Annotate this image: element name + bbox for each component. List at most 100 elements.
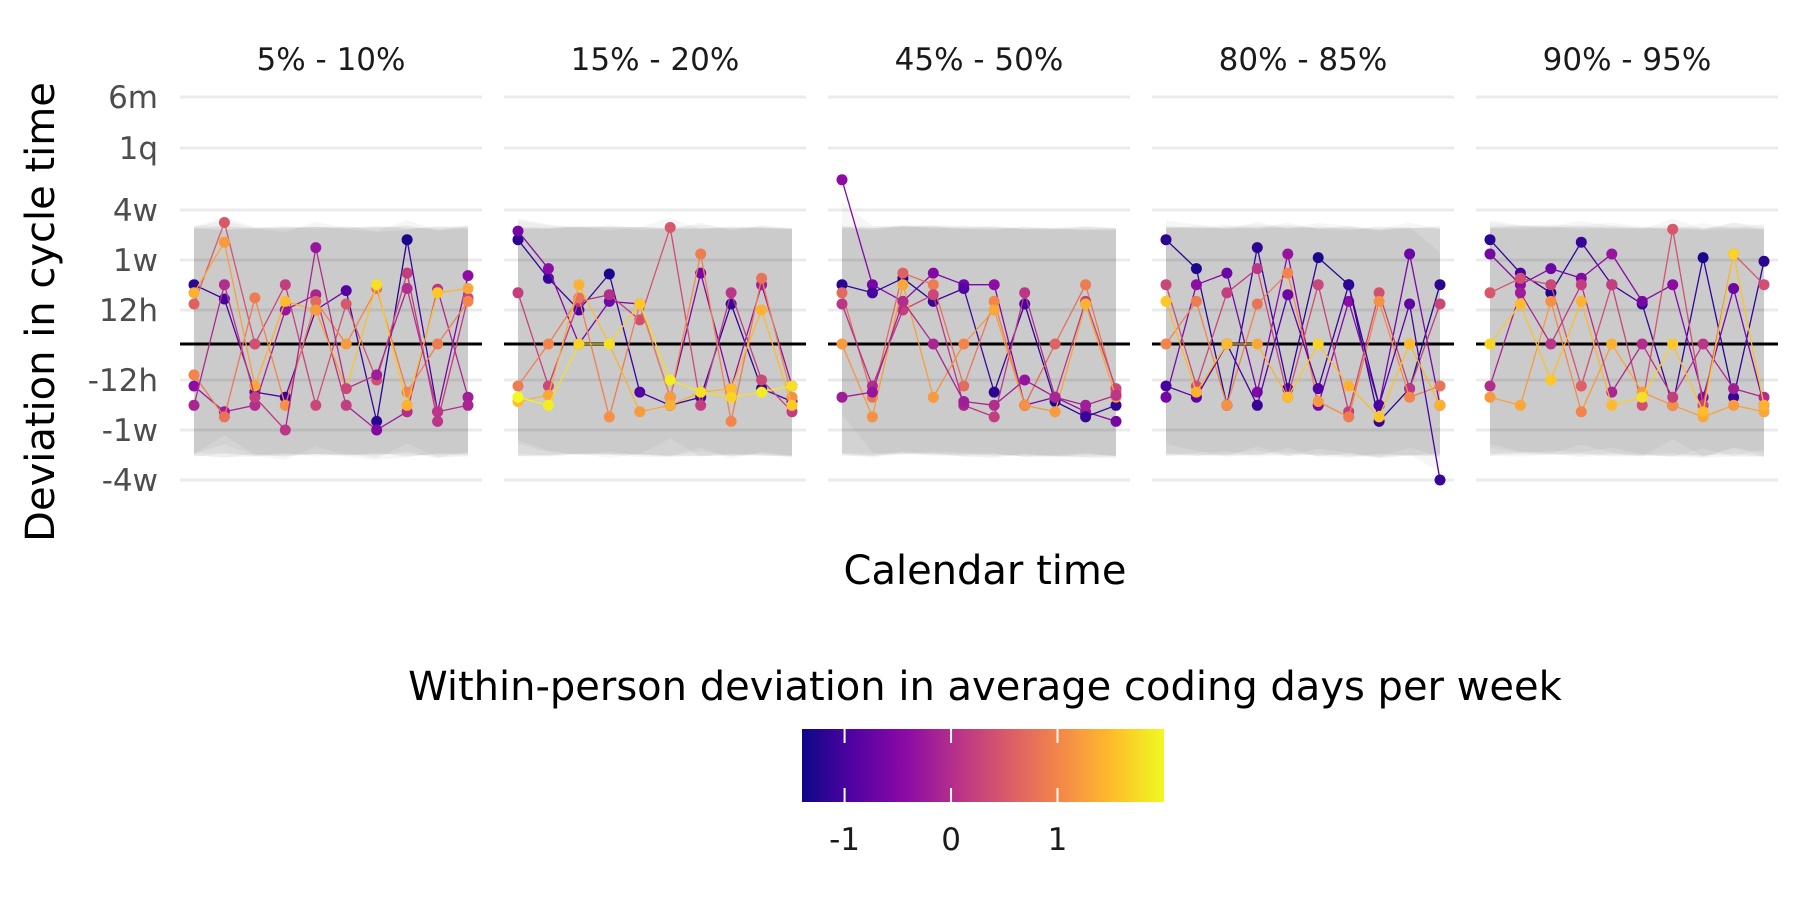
- data-point: [401, 234, 413, 246]
- data-point: [1514, 287, 1526, 299]
- series-segment: [1519, 301, 1552, 406]
- series-segment: [376, 284, 408, 406]
- series-segment: [345, 374, 377, 390]
- data-point: [664, 399, 676, 411]
- data-point: [634, 406, 646, 418]
- series-segment: [1287, 294, 1319, 389]
- series-segment: [223, 284, 256, 398]
- data-point: [897, 304, 909, 316]
- series-segment: [933, 287, 965, 302]
- data-point: [1343, 295, 1355, 307]
- y-tick-label: 1w: [113, 243, 158, 279]
- series-segment: [1489, 303, 1521, 345]
- facets-layer: 5% - 10% 15% - 20% 45% - 50% 80% - 85% 90% -…: [180, 42, 1778, 486]
- data-point: [1190, 279, 1202, 291]
- data-point: [1575, 406, 1587, 418]
- series-segment: [1256, 272, 1289, 305]
- series-segment: [730, 292, 763, 381]
- series-segment: [436, 289, 469, 398]
- series-segment: [1489, 277, 1521, 294]
- series-segment: [1408, 303, 1441, 389]
- data-point: [1667, 223, 1679, 235]
- data-point: [1282, 289, 1294, 301]
- data-point: [1434, 380, 1446, 392]
- data-point: [1575, 279, 1587, 291]
- data-point: [603, 289, 615, 301]
- data-point: [1160, 391, 1172, 403]
- data-point: [340, 399, 352, 411]
- data-point: [786, 380, 798, 392]
- series-segment: [1409, 343, 1441, 406]
- data-point: [1667, 391, 1679, 403]
- series-segment: [1287, 343, 1319, 398]
- data-point: [1160, 380, 1172, 392]
- data-point: [958, 283, 970, 294]
- y-tick-label: 1q: [119, 131, 158, 167]
- series-segment: [1550, 301, 1582, 412]
- data-point: [279, 424, 291, 436]
- data-point: [695, 399, 707, 411]
- series-segment: [1702, 343, 1735, 389]
- data-point: [836, 279, 848, 291]
- data-point: [340, 383, 352, 395]
- data-point: [866, 386, 878, 398]
- series-segment: [1580, 284, 1613, 387]
- series-segment: [193, 385, 225, 413]
- series-segment: [1611, 343, 1643, 393]
- data-point: [1221, 399, 1233, 411]
- data-point: [1404, 248, 1416, 260]
- data-point: [462, 270, 474, 282]
- series-segment: [517, 239, 549, 279]
- series-segment: [517, 343, 549, 387]
- data-point: [401, 283, 413, 294]
- series-segment: [932, 284, 965, 387]
- facet-title: 15% - 20%: [571, 42, 740, 78]
- series: [1484, 248, 1770, 411]
- series-segment: [1084, 303, 1117, 398]
- data-point: [310, 399, 322, 411]
- data-point: [1160, 234, 1172, 246]
- series-segment: [315, 290, 347, 311]
- data-point: [1343, 380, 1355, 392]
- y-tick-label: 4w: [113, 193, 158, 229]
- series-segment: [932, 343, 965, 402]
- series-segment: [1256, 268, 1289, 398]
- series-segment: [406, 288, 439, 412]
- data-point: [1545, 338, 1557, 350]
- series-segment: [1348, 301, 1380, 418]
- series-segment: [223, 242, 256, 387]
- series-segment: [1378, 292, 1411, 389]
- series-segment: [193, 374, 225, 418]
- data-point: [1728, 383, 1740, 395]
- data-point: [927, 391, 939, 403]
- data-point: [866, 287, 878, 299]
- series-segment: [872, 284, 904, 302]
- data-point: [1434, 298, 1446, 310]
- data-point: [1545, 279, 1557, 291]
- data-point: [279, 295, 291, 307]
- series-segment: [1408, 253, 1441, 406]
- series-segment: [902, 301, 934, 345]
- series: [1484, 248, 1770, 418]
- series-segment: [437, 301, 469, 345]
- series-segment: [1054, 301, 1087, 398]
- series-segment: [1641, 391, 1673, 406]
- series-segment: [841, 343, 873, 418]
- data-point: [988, 279, 1000, 291]
- data-point: [756, 374, 768, 386]
- series-segment: [1641, 284, 1674, 302]
- data-point: [310, 242, 322, 254]
- data-point: [988, 411, 1000, 423]
- data-point: [1606, 279, 1618, 291]
- series-segment: [1580, 301, 1613, 406]
- series-segment: [1024, 343, 1056, 406]
- data-point: [1484, 287, 1496, 299]
- series-segment: [669, 391, 701, 406]
- colorbar: [802, 729, 1164, 802]
- data-point: [958, 338, 970, 350]
- data-point: [1373, 399, 1385, 411]
- series-segment: [608, 343, 641, 412]
- data-point: [188, 369, 200, 381]
- data-point: [1282, 391, 1294, 403]
